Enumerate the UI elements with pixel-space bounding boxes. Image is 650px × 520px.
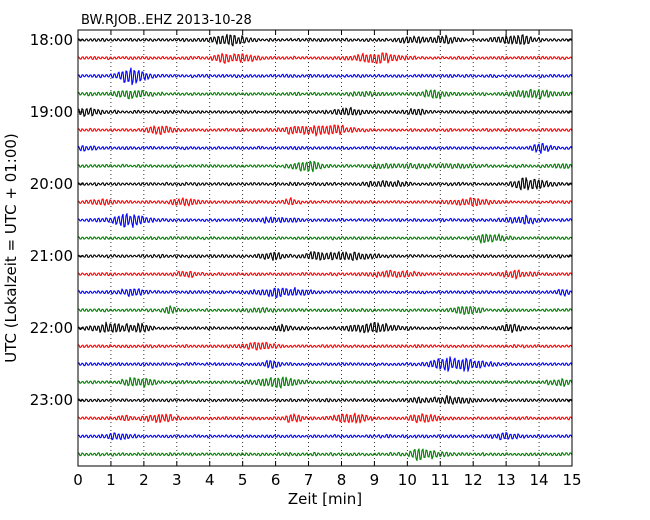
x-tick-label-3: 3: [172, 471, 182, 489]
trace-line-19: [77, 376, 573, 389]
trace-line-16: [77, 321, 573, 334]
x-tick-label-6: 6: [271, 471, 281, 489]
y-tick-label-1: 19:00: [30, 103, 73, 121]
trace-line-5: [77, 124, 573, 137]
trace-line-1: [77, 52, 573, 64]
y-tick-label-4: 22:00: [30, 319, 73, 337]
x-tick-label-8: 8: [337, 471, 347, 489]
x-tick-label-9: 9: [370, 471, 380, 489]
x-tick-label-13: 13: [497, 471, 516, 489]
x-axis-title: Zeit [min]: [288, 490, 362, 508]
y-axis-title: UTC (Lokalzeit = UTC + 01:00): [2, 133, 20, 363]
x-tick-label-0: 0: [73, 471, 83, 489]
trace-line-18: [77, 356, 573, 372]
x-tick-label-15: 15: [562, 471, 581, 489]
x-tick-label-10: 10: [398, 471, 417, 489]
y-tick-label-3: 21:00: [30, 247, 73, 265]
trace-line-17: [77, 341, 573, 351]
trace-line-8: [77, 177, 573, 191]
x-tick-label-1: 1: [106, 471, 116, 489]
trace-group: [77, 33, 573, 462]
y-tick-label-2: 20:00: [30, 175, 73, 193]
trace-line-6: [77, 143, 573, 154]
trace-line-20: [77, 394, 573, 405]
x-tick-label-5: 5: [238, 471, 248, 489]
trace-line-22: [77, 432, 573, 441]
trace-line-13: [77, 269, 573, 280]
x-axis: 0 1 2 3 4 5 6 7 8 9 10 11 12 13 14 15: [73, 30, 582, 489]
trace-line-23: [77, 448, 573, 462]
x-tick-label-7: 7: [304, 471, 314, 489]
y-tick-label-5: 23:00: [30, 391, 73, 409]
trace-line-9: [77, 197, 573, 207]
y-tick-label-0: 18:00: [30, 31, 73, 49]
trace-line-7: [77, 160, 573, 173]
y-axis: 18:00 19:00 20:00 21:00 22:00 23:00: [30, 31, 572, 409]
trace-line-21: [77, 412, 573, 424]
x-tick-label-2: 2: [139, 471, 149, 489]
trace-line-11: [77, 233, 573, 244]
trace-line-10: [77, 213, 573, 228]
trace-line-12: [77, 251, 573, 261]
trace-line-15: [77, 305, 573, 316]
trace-line-0: [77, 33, 573, 47]
trace-line-14: [77, 286, 573, 299]
x-tick-label-12: 12: [464, 471, 483, 489]
grid-lines: [110, 30, 540, 466]
trace-line-3: [77, 88, 573, 100]
chart-title: BW.RJOB..EHZ 2013-10-28: [81, 13, 252, 28]
x-tick-label-4: 4: [205, 471, 215, 489]
x-tick-label-11: 11: [431, 471, 450, 489]
plot-frame: [77, 29, 573, 467]
trace-line-2: [77, 67, 573, 86]
trace-line-4: [77, 106, 573, 117]
x-tick-label-14: 14: [530, 471, 549, 489]
